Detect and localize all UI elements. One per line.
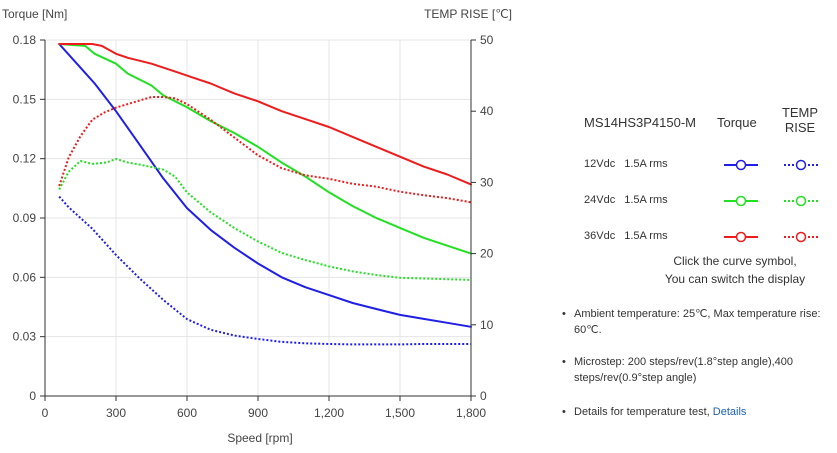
series-line-3	[58, 157, 472, 281]
y-right-axis-label: TEMP RISE [℃]	[424, 7, 512, 21]
legend-symbol-marker	[735, 195, 747, 207]
y-right-tick-label: 20	[480, 247, 494, 261]
x-tick-label: 900	[248, 406, 268, 420]
legend-temp-header-line2: RISE	[784, 120, 816, 135]
y-right-tick-label: 0	[480, 389, 487, 403]
y-left-tick-label: 0.18	[13, 33, 37, 47]
notes-list: Ambient temperature: 25℃, Max temperatur…	[562, 306, 832, 436]
grid	[45, 39, 471, 396]
y-left-tick-label: 0.09	[13, 211, 37, 225]
legend-voltage: 36Vdc	[584, 230, 616, 242]
legend-symbol-torque[interactable]	[722, 230, 760, 244]
legend-symbol-torque[interactable]	[722, 158, 760, 172]
x-tick-label: 300	[106, 406, 126, 420]
legend-current: 1.5A rms	[624, 158, 668, 170]
y-left-axis-label: Torque [Nm]	[2, 7, 67, 21]
y-right-tick-label: 50	[480, 33, 494, 47]
note-details: Details for temperature test, Details	[562, 404, 832, 420]
legend-current: 1.5A rms	[624, 194, 668, 206]
y-left-tick-label: 0	[29, 389, 36, 403]
legend-symbol-marker	[735, 159, 747, 171]
note-ambient: Ambient temperature: 25℃, Max temperatur…	[562, 306, 832, 338]
series-line-4	[58, 43, 472, 186]
x-tick-label: 600	[177, 406, 197, 420]
series-line-2	[58, 43, 472, 255]
y-left-tick-label: 0.12	[13, 152, 37, 166]
series-line-0	[58, 43, 472, 328]
legend-symbol-temp[interactable]	[782, 230, 820, 244]
y-left-tick-label: 0.03	[13, 330, 37, 344]
x-axis-label: Speed [rpm]	[227, 431, 292, 445]
note-details-text: Details for temperature test,	[574, 406, 710, 418]
y-right-tick-label: 10	[480, 318, 494, 332]
legend-symbol-marker	[795, 159, 807, 171]
legend-temp-header: TEMP RISE	[780, 105, 820, 135]
legend-hint: Click the curve symbol, You can switch t…	[640, 252, 830, 288]
legend-voltage: 24Vdc	[584, 194, 616, 206]
legend-model: MS14HS3P4150-M	[584, 115, 696, 130]
legend-symbol-marker	[735, 231, 747, 243]
x-tick-label: 1,800	[456, 406, 486, 420]
legend-symbol-marker	[795, 231, 807, 243]
hint-line2: You can switch the display	[664, 272, 806, 286]
legend-row-label: 12Vdc 1.5A rms	[584, 158, 668, 170]
details-link[interactable]: Details	[712, 406, 747, 418]
x-tick-label: 1,200	[314, 406, 344, 420]
hint-line1: Click the curve symbol,	[673, 254, 797, 268]
x-tick-label: 1,500	[385, 406, 415, 420]
note-ambient-text: Ambient temperature: 25℃, Max temperatur…	[574, 308, 821, 336]
legend-symbol-temp[interactable]	[782, 194, 820, 208]
legend-voltage: 12Vdc	[584, 158, 616, 170]
legend-torque-header: Torque	[717, 115, 757, 130]
legend-symbol-marker	[795, 195, 807, 207]
x-tick-label: 0	[42, 406, 49, 420]
legend-symbol-torque[interactable]	[722, 194, 760, 208]
legend-temp-header-line1: TEMP	[781, 105, 819, 120]
legend-row-label: 36Vdc 1.5A rms	[584, 230, 668, 242]
y-left-tick-label: 0.06	[13, 270, 37, 284]
y-left-tick-label: 0.15	[13, 92, 37, 106]
legend-current: 1.5A rms	[624, 230, 668, 242]
y-right-tick-label: 40	[480, 104, 494, 118]
series-line-5	[58, 96, 472, 204]
legend-row-label: 24Vdc 1.5A rms	[584, 194, 668, 206]
legend-symbol-temp[interactable]	[782, 158, 820, 172]
curves	[58, 43, 472, 346]
torque-temp-chart: 0 300 600 900 1,200 1,500 1,80000.030.060.090.…	[2, 7, 512, 445]
series-line-1	[58, 195, 471, 346]
axes: 0 300 600 900 1,200 1,500 1,80000.030.060.090.…	[13, 33, 494, 420]
y-right-tick-label: 30	[480, 175, 494, 189]
note-microstep: Microstep: 200 steps/rev(1.8°step angle)…	[562, 354, 832, 386]
note-microstep-text: Microstep: 200 steps/rev(1.8°step angle)…	[574, 356, 794, 384]
